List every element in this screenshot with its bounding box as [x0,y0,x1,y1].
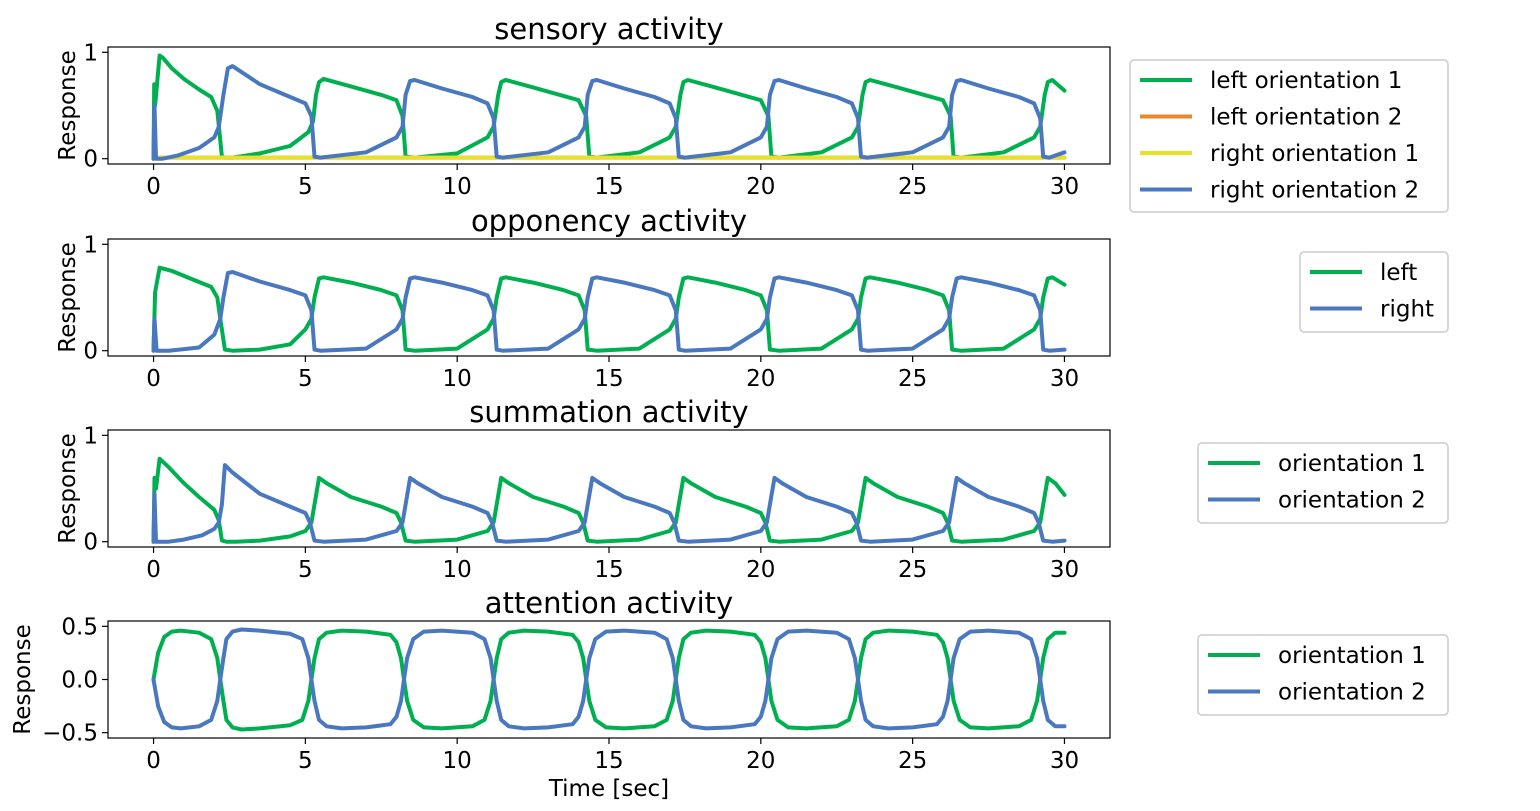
x-tick-label: 5 [298,174,313,200]
x-tick-label: 5 [298,557,313,583]
legend: orientation 1 orientation 2 [1197,442,1449,524]
legend: left orientation 1 left orientation 2 righ… [1129,59,1449,213]
series-line-right [151,270,1067,353]
series-line-orientation-1 [151,628,1067,732]
x-tick-label: 30 [1050,748,1079,774]
legend-label: right orientation 1 [1210,141,1419,167]
y-axis-label: Response [10,624,36,734]
panel-title: opponency activity [471,204,747,238]
x-tick-label: 10 [443,174,472,200]
panel-4: attention activity Response 0 5 10 15 20 25 30 0.… [10,586,1449,802]
legend-box [1197,634,1449,716]
series-line-left [151,265,1067,353]
x-tick-label: 15 [594,557,623,583]
legend-label: left orientation 1 [1210,68,1402,94]
legend: orientation 1 orientation 2 [1197,634,1449,716]
x-tick-label: 15 [594,174,623,200]
x-tick-label: 0 [146,366,161,392]
x-tick-label: 25 [898,174,927,200]
legend-label: orientation 1 [1278,643,1426,669]
panel-title: attention activity [485,586,733,620]
x-tick-label: 20 [746,748,775,774]
axes-frame [107,238,1111,357]
x-tick-label: 25 [898,366,927,392]
legend-label: orientation 2 [1278,680,1426,706]
panel-title: sensory activity [494,12,723,46]
legend-label: orientation 1 [1278,451,1426,477]
x-tick-label: 10 [443,748,472,774]
x-tick-label: 30 [1050,174,1079,200]
series-line-orientation-2 [151,463,1067,544]
y-tick-label: 1 [83,232,98,258]
y-tick-label: −0.5 [42,721,98,747]
legend-box [1129,59,1449,213]
x-tick-label: 30 [1050,366,1079,392]
series-line-right-orientation-2 [151,64,1067,161]
y-tick-label: 0 [83,530,98,556]
x-axis-label: Time [sec] [548,776,669,802]
x-tick-label: 15 [594,748,623,774]
series-line-orientation-1 [151,456,1067,544]
legend-box [1197,442,1449,524]
y-tick-label: 0.5 [61,614,98,640]
x-tick-label: 5 [298,748,313,774]
x-tick-label: 0 [146,748,161,774]
y-axis-label: Response [55,242,81,352]
x-tick-label: 25 [898,748,927,774]
legend-label: right orientation 2 [1210,178,1419,204]
series-line-orientation-2 [151,627,1067,731]
legend-label: left orientation 2 [1210,105,1402,131]
x-tick-label: 30 [1050,557,1079,583]
y-tick-label: 0.0 [61,668,98,694]
x-tick-label: 10 [443,366,472,392]
axes-frame [107,46,1111,165]
x-tick-label: 10 [443,557,472,583]
x-tick-label: 20 [746,366,775,392]
y-tick-label: 0 [83,339,98,365]
x-tick-label: 20 [746,557,775,583]
legend-label: orientation 2 [1278,488,1426,514]
legend: left right [1299,251,1449,333]
y-axis-label: Response [55,433,81,543]
x-tick-label: 5 [298,366,313,392]
legend-label: right [1380,297,1434,323]
y-tick-label: 1 [83,423,98,449]
y-tick-label: 0 [83,147,98,173]
x-tick-label: 0 [146,557,161,583]
x-tick-label: 25 [898,557,927,583]
x-tick-label: 20 [746,174,775,200]
y-tick-label: 1 [83,40,98,66]
legend-label: left [1380,260,1417,286]
panel-title: summation activity [469,395,748,429]
x-tick-label: 15 [594,366,623,392]
x-tick-label: 0 [146,174,161,200]
y-axis-label: Response [55,50,81,160]
